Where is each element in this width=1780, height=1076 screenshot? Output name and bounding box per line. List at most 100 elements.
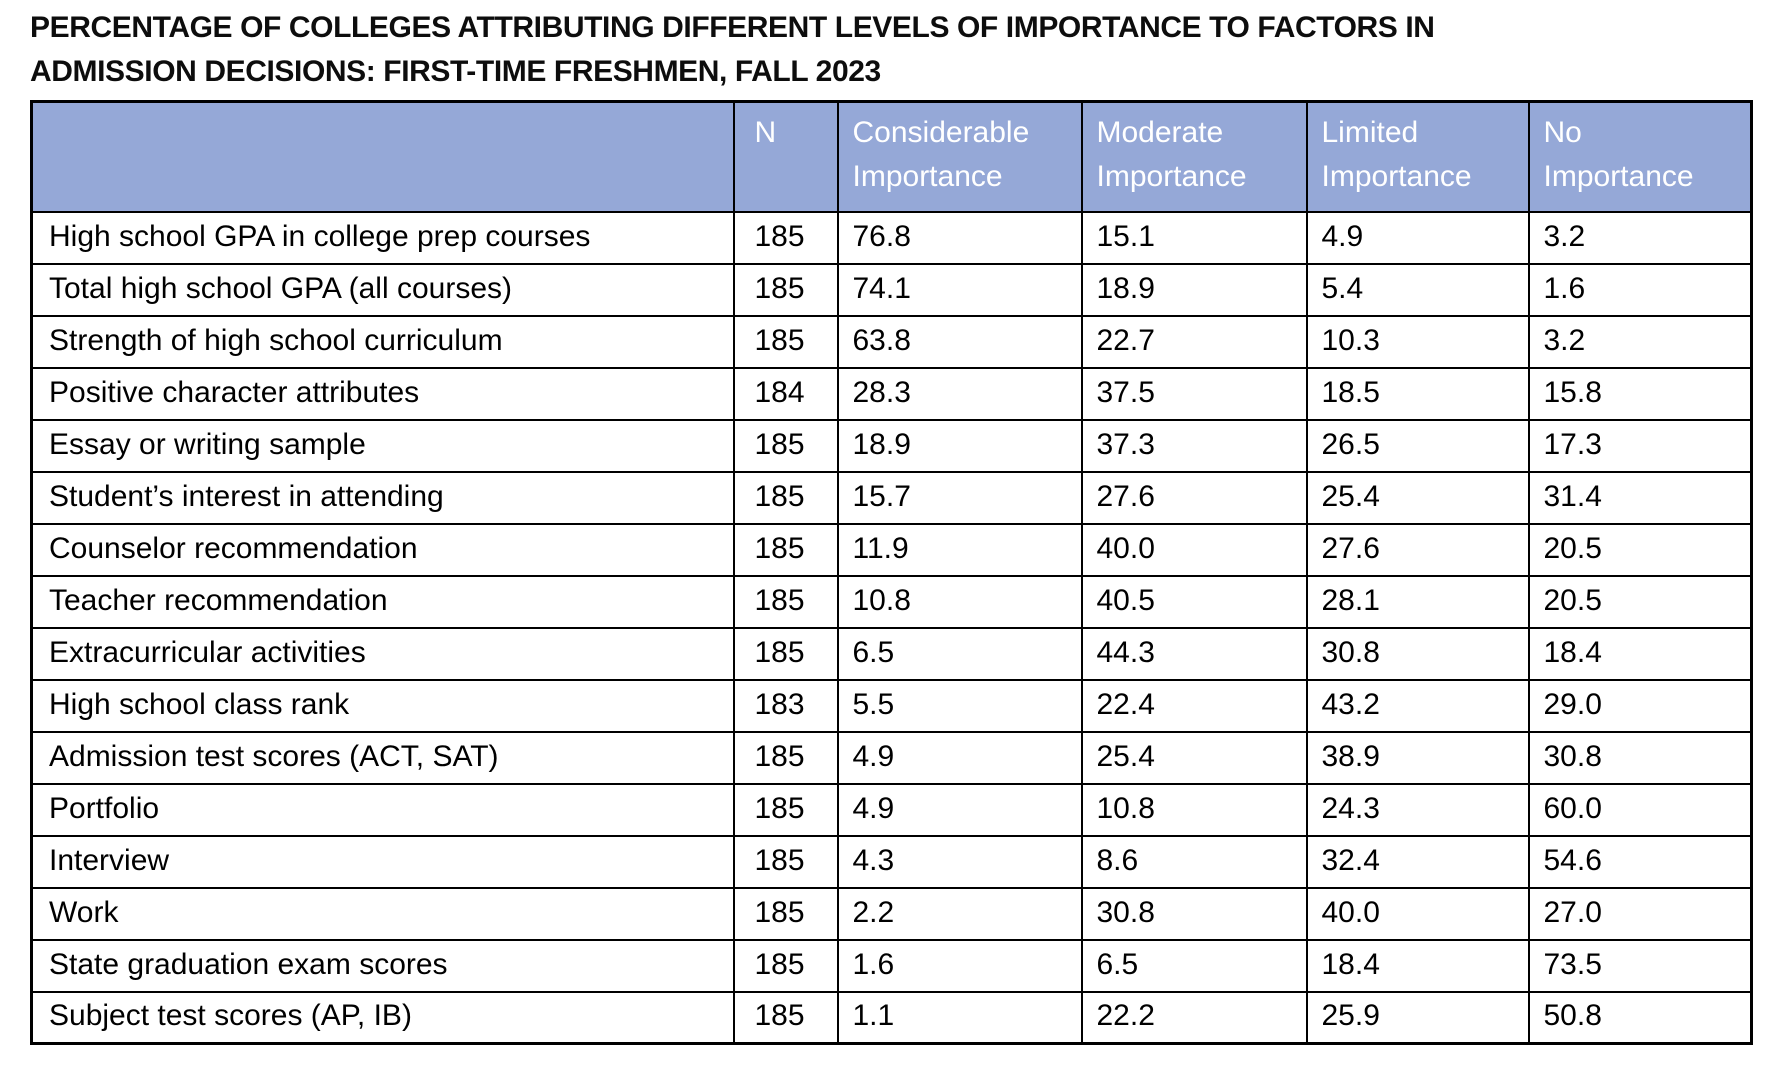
- limited-importance-cell: 4.9: [1305, 210, 1530, 265]
- factor-cell: Positive character attributes: [30, 366, 735, 421]
- factor-cell: Portfolio: [30, 782, 735, 837]
- no-importance-cell: 1.6: [1527, 262, 1753, 317]
- table-row: Student’s interest in attending 185 15.7…: [30, 470, 1753, 525]
- table-row: Portfolio 185 4.9 10.8 24.3 60.0: [30, 782, 1753, 837]
- table-row: Extracurricular activities 185 6.5 44.3 …: [30, 626, 1753, 681]
- n-cell: 185: [732, 626, 839, 681]
- factor-cell: Student’s interest in attending: [30, 470, 735, 525]
- factor-cell: Total high school GPA (all courses): [30, 262, 735, 317]
- factor-cell: State graduation exam scores: [30, 938, 735, 993]
- header-cell-considerable-importance: Considerable Importance: [836, 100, 1083, 213]
- table-row: Teacher recommendation 185 10.8 40.5 28.…: [30, 574, 1753, 629]
- header-cell-factor: [30, 100, 735, 213]
- moderate-importance-cell: 22.2: [1080, 990, 1308, 1045]
- moderate-importance-cell: 22.7: [1080, 314, 1308, 369]
- limited-importance-cell: 18.5: [1305, 366, 1530, 421]
- considerable-importance-cell: 18.9: [836, 418, 1083, 473]
- no-importance-cell: 3.2: [1527, 314, 1753, 369]
- n-cell: 185: [732, 522, 839, 577]
- considerable-importance-cell: 15.7: [836, 470, 1083, 525]
- moderate-importance-cell: 8.6: [1080, 834, 1308, 889]
- factor-cell: Interview: [30, 834, 735, 889]
- n-cell: 185: [732, 574, 839, 629]
- header-cell-limited-importance: Limited Importance: [1305, 100, 1530, 213]
- factor-cell: Admission test scores (ACT, SAT): [30, 730, 735, 785]
- factor-cell: High school class rank: [30, 678, 735, 733]
- header-cell-moderate-importance: Moderate Importance: [1080, 100, 1308, 213]
- no-importance-cell: 17.3: [1527, 418, 1753, 473]
- moderate-importance-cell: 37.3: [1080, 418, 1308, 473]
- limited-importance-cell: 28.1: [1305, 574, 1530, 629]
- table-row: Counselor recommendation 185 11.9 40.0 2…: [30, 522, 1753, 577]
- considerable-importance-cell: 5.5: [836, 678, 1083, 733]
- considerable-importance-cell: 2.2: [836, 886, 1083, 941]
- factor-cell: Teacher recommendation: [30, 574, 735, 629]
- no-importance-cell: 54.6: [1527, 834, 1753, 889]
- n-cell: 183: [732, 678, 839, 733]
- limited-importance-cell: 25.9: [1305, 990, 1530, 1045]
- n-cell: 185: [732, 418, 839, 473]
- moderate-importance-cell: 6.5: [1080, 938, 1308, 993]
- no-importance-cell: 18.4: [1527, 626, 1753, 681]
- considerable-importance-cell: 4.3: [836, 834, 1083, 889]
- n-cell: 185: [732, 314, 839, 369]
- no-importance-cell: 20.5: [1527, 522, 1753, 577]
- considerable-importance-cell: 76.8: [836, 210, 1083, 265]
- moderate-importance-cell: 44.3: [1080, 626, 1308, 681]
- moderate-importance-cell: 40.5: [1080, 574, 1308, 629]
- limited-importance-cell: 27.6: [1305, 522, 1530, 577]
- table-row: High school GPA in college prep courses …: [30, 210, 1753, 265]
- factor-cell: Essay or writing sample: [30, 418, 735, 473]
- moderate-importance-cell: 18.9: [1080, 262, 1308, 317]
- no-importance-cell: 31.4: [1527, 470, 1753, 525]
- considerable-importance-cell: 1.6: [836, 938, 1083, 993]
- no-importance-cell: 60.0: [1527, 782, 1753, 837]
- limited-importance-cell: 43.2: [1305, 678, 1530, 733]
- limited-importance-cell: 38.9: [1305, 730, 1530, 785]
- limited-importance-cell: 24.3: [1305, 782, 1530, 837]
- table-row: High school class rank 183 5.5 22.4 43.2…: [30, 678, 1753, 733]
- table-row: Admission test scores (ACT, SAT) 185 4.9…: [30, 730, 1753, 785]
- admission-factors-table: N Considerable Importance Moderate Impor…: [30, 100, 1753, 1045]
- considerable-importance-cell: 4.9: [836, 730, 1083, 785]
- n-cell: 184: [732, 366, 839, 421]
- n-cell: 185: [732, 262, 839, 317]
- n-cell: 185: [732, 990, 839, 1045]
- table-header-row: N Considerable Importance Moderate Impor…: [30, 100, 1753, 213]
- table-row: Total high school GPA (all courses) 185 …: [30, 262, 1753, 317]
- limited-importance-cell: 5.4: [1305, 262, 1530, 317]
- n-cell: 185: [732, 782, 839, 837]
- considerable-importance-cell: 10.8: [836, 574, 1083, 629]
- limited-importance-cell: 40.0: [1305, 886, 1530, 941]
- moderate-importance-cell: 25.4: [1080, 730, 1308, 785]
- no-importance-cell: 15.8: [1527, 366, 1753, 421]
- no-importance-cell: 50.8: [1527, 990, 1753, 1045]
- considerable-importance-cell: 6.5: [836, 626, 1083, 681]
- table-row: State graduation exam scores 185 1.6 6.5…: [30, 938, 1753, 993]
- no-importance-cell: 27.0: [1527, 886, 1753, 941]
- considerable-importance-cell: 63.8: [836, 314, 1083, 369]
- header-cell-no-importance: No Importance: [1527, 100, 1753, 213]
- header-cell-n: N: [732, 100, 839, 213]
- n-cell: 185: [732, 938, 839, 993]
- n-cell: 185: [732, 886, 839, 941]
- page-title-line-1: PERCENTAGE OF COLLEGES ATTRIBUTING DIFFE…: [30, 11, 1435, 44]
- factor-cell: High school GPA in college prep courses: [30, 210, 735, 265]
- n-cell: 185: [732, 210, 839, 265]
- limited-importance-cell: 18.4: [1305, 938, 1530, 993]
- no-importance-cell: 73.5: [1527, 938, 1753, 993]
- table-row: Essay or writing sample 185 18.9 37.3 26…: [30, 418, 1753, 473]
- n-cell: 185: [732, 730, 839, 785]
- factor-cell: Subject test scores (AP, IB): [30, 990, 735, 1045]
- no-importance-cell: 30.8: [1527, 730, 1753, 785]
- limited-importance-cell: 30.8: [1305, 626, 1530, 681]
- n-cell: 185: [732, 834, 839, 889]
- table-header: N Considerable Importance Moderate Impor…: [30, 100, 1753, 213]
- moderate-importance-cell: 37.5: [1080, 366, 1308, 421]
- no-importance-cell: 3.2: [1527, 210, 1753, 265]
- moderate-importance-cell: 30.8: [1080, 886, 1308, 941]
- limited-importance-cell: 26.5: [1305, 418, 1530, 473]
- considerable-importance-cell: 11.9: [836, 522, 1083, 577]
- considerable-importance-cell: 28.3: [836, 366, 1083, 421]
- moderate-importance-cell: 27.6: [1080, 470, 1308, 525]
